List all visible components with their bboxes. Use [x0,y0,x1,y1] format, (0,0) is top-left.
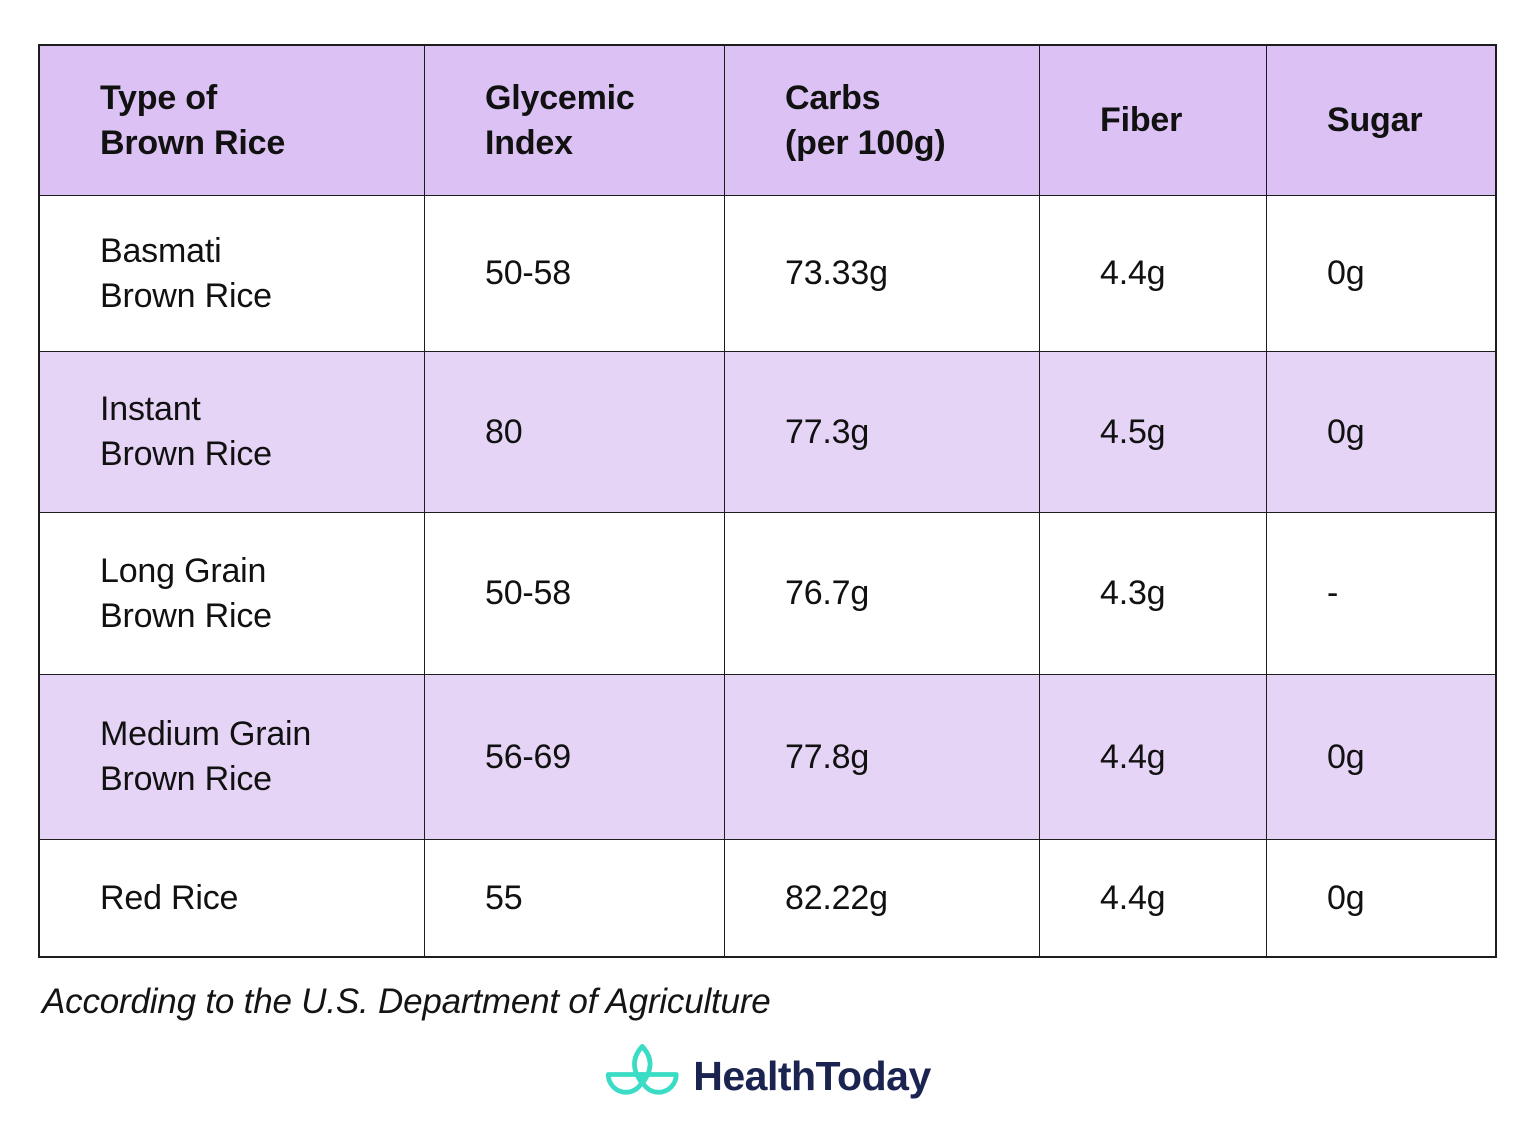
column-header-glycemic-index: Glycemic Index [425,46,725,196]
column-header-fiber: Fiber [1040,46,1267,196]
cell-sugar: 0g [1267,196,1495,352]
cell-glycemic-index: 56-69 [425,675,725,840]
cell-carbs: 77.3g [725,352,1040,513]
cell-fiber: 4.5g [1040,352,1267,513]
cell-glycemic-index: 55 [425,840,725,956]
table-row-red-rice: Red Rice 55 82.22g 4.4g 0g [40,840,1495,956]
cell-glycemic-index: 50-58 [425,196,725,352]
cell-glycemic-index: 50-58 [425,513,725,675]
cell-glycemic-index: 80 [425,352,725,513]
cell-carbs: 73.33g [725,196,1040,352]
source-attribution: According to the U.S. Department of Agri… [42,982,771,1021]
column-header-carbs: Carbs (per 100g) [725,46,1040,196]
cell-rice-type: Medium Grain Brown Rice [40,675,425,840]
column-header-type: Type of Brown Rice [40,46,425,196]
cell-carbs: 76.7g [725,513,1040,675]
cell-rice-type: Instant Brown Rice [40,352,425,513]
lotus-icon [605,1044,679,1095]
table-row-long-grain: Long Grain Brown Rice 50-58 76.7g 4.3g - [40,513,1495,675]
cell-carbs: 82.22g [725,840,1040,956]
cell-sugar: 0g [1267,675,1495,840]
cell-fiber: 4.4g [1040,196,1267,352]
healthtoday-logo: HealthToday [605,1042,931,1110]
logo-wordmark: HealthToday [693,1052,931,1099]
cell-fiber: 4.4g [1040,675,1267,840]
table-header-row: Type of Brown Rice Glycemic Index Carbs … [40,46,1495,196]
column-header-sugar: Sugar [1267,46,1495,196]
cell-sugar: 0g [1327,878,1365,917]
table-row-basmati: Basmati Brown Rice 50-58 73.33g 4.4g 0g [40,196,1495,352]
cell-rice-type: Basmati Brown Rice [40,196,425,352]
cell-sugar: 0g [1267,352,1495,513]
cell-rice-type: Long Grain Brown Rice [40,513,425,675]
cell-rice-type: Red Rice [40,840,425,956]
cell-carbs: 77.8g [725,675,1040,840]
brown-rice-nutrition-table: Type of Brown Rice Glycemic Index Carbs … [38,44,1497,958]
table-row-medium-grain: Medium Grain Brown Rice 56-69 77.8g 4.4g… [40,675,1495,840]
cell-sugar: - [1267,513,1495,675]
cell-fiber: 4.3g [1040,513,1267,675]
cell-fiber: 4.4g [1040,840,1267,956]
table-row-instant: Instant Brown Rice 80 77.3g 4.5g 0g [40,352,1495,513]
